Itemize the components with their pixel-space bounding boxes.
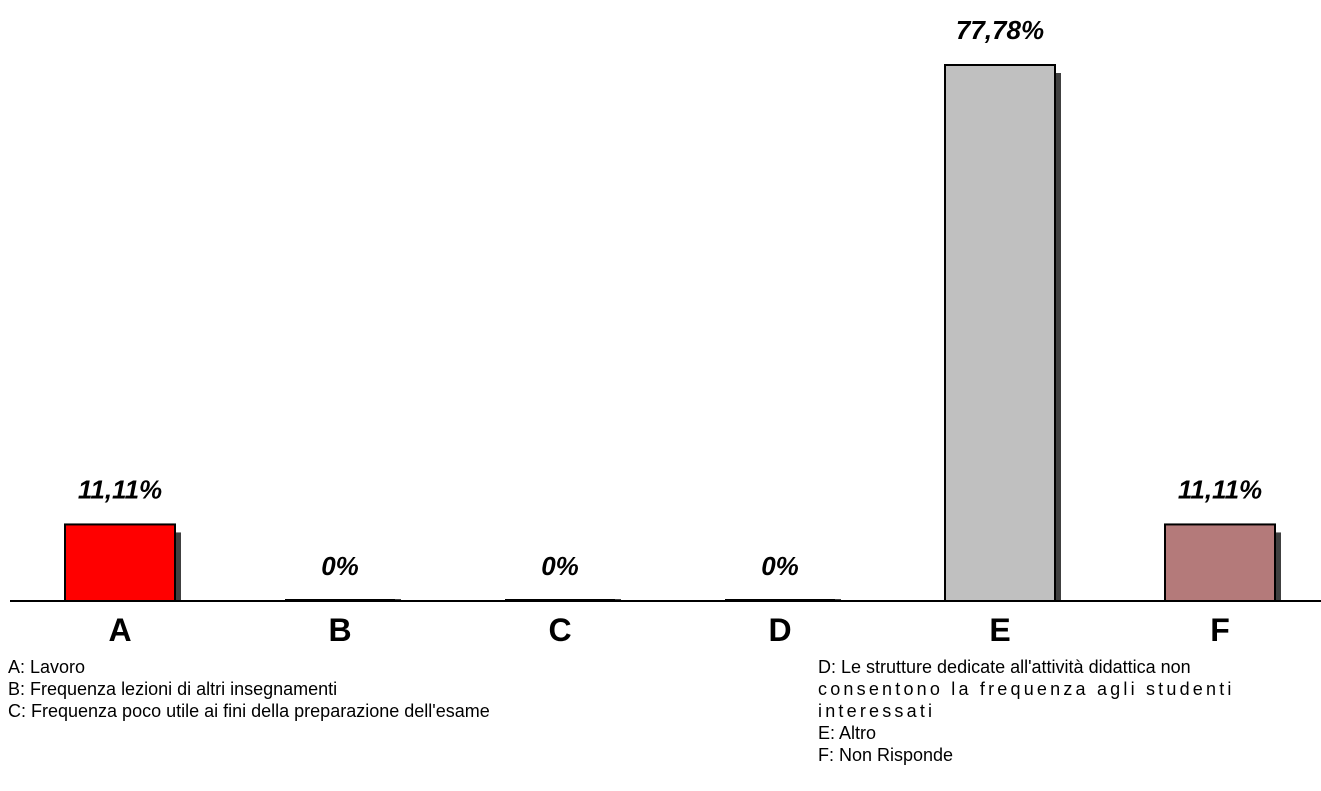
legend-left: A: Lavoro B: Frequenza lezioni di altri …	[8, 656, 490, 722]
legend-item-d-line1: D: Le strutture dedicate all'attività di…	[818, 657, 1191, 677]
category-label-f: F	[1210, 612, 1230, 648]
legend-item-e: E: Altro	[818, 723, 877, 743]
bars-group	[64, 64, 1281, 602]
bar-f	[1164, 523, 1276, 602]
legend-item-d-line3: interessati	[818, 701, 936, 721]
legend-item-d-line2: consentono la frequenza agli studenti	[818, 679, 1235, 699]
category-label-c: C	[548, 612, 571, 648]
value-label-a: 11,11%	[78, 474, 162, 504]
category-label-e: E	[989, 612, 1010, 648]
legend-item-c: C: Frequenza poco utile ai fini della pr…	[8, 701, 490, 721]
bar-a	[64, 523, 176, 602]
value-label-d: 0%	[761, 551, 799, 581]
category-label-d: D	[768, 612, 791, 648]
value-label-e: 77,78%	[956, 15, 1044, 45]
legend-right: D: Le strutture dedicate all'attività di…	[818, 656, 1321, 766]
legend-item-f: F: Non Risponde	[818, 745, 954, 765]
category-label-a: A	[108, 612, 131, 648]
bar-e	[944, 64, 1056, 602]
labels-group: 11,11% A 0% B 0% C 0% D 77,78% E 11,11% F	[78, 15, 1262, 648]
bar-chart: 11,11% A 0% B 0% C 0% D 77,78% E 11,11% F	[10, 15, 1321, 648]
value-label-b: 0%	[321, 551, 359, 581]
legend-item-a: A: Lavoro	[8, 657, 86, 677]
value-label-c: 0%	[541, 551, 579, 581]
legend-item-b: B: Frequenza lezioni di altri insegnamen…	[8, 679, 338, 699]
category-label-b: B	[328, 612, 351, 648]
value-label-f: 11,11%	[1178, 474, 1262, 504]
